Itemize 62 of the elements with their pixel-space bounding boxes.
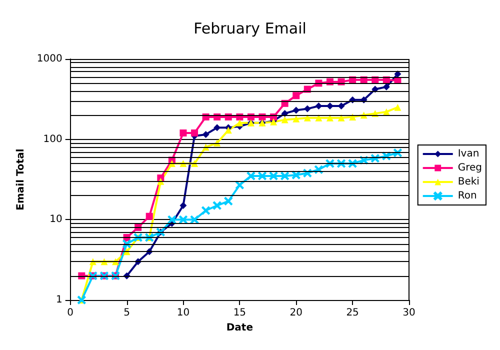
point (191, 129, 198, 136)
legend-label: Greg (458, 162, 482, 174)
point (292, 170, 300, 180)
point (214, 124, 221, 132)
y-tick-label: 1000 (36, 54, 62, 64)
point (202, 130, 210, 138)
point (281, 116, 288, 124)
point (382, 83, 390, 90)
legend-label: Beki (458, 176, 480, 188)
point (202, 206, 210, 215)
x-tick-label: 10 (176, 308, 190, 318)
y-tick-label: 10 (50, 214, 62, 226)
point (122, 240, 131, 248)
point (304, 114, 311, 122)
point (338, 114, 345, 122)
point (394, 70, 402, 78)
y-tick-label: 1 (56, 294, 62, 306)
point (382, 108, 390, 116)
y-tick-label: 100 (43, 134, 62, 145)
point (236, 119, 244, 126)
x-tick-label: 15 (233, 308, 246, 318)
point (246, 172, 256, 180)
point (304, 105, 311, 112)
point (236, 180, 244, 190)
legend-label: Ron (458, 190, 477, 202)
point (190, 216, 199, 224)
point (326, 159, 334, 168)
point (315, 102, 322, 110)
point (394, 148, 402, 157)
point (292, 106, 300, 114)
point (179, 216, 188, 224)
point (280, 172, 289, 180)
point (146, 212, 153, 220)
point (224, 126, 232, 134)
point (213, 201, 222, 210)
point (157, 178, 164, 185)
x-tick-label: 30 (402, 308, 416, 318)
point (338, 102, 345, 110)
x-tick-label: 0 (67, 308, 74, 318)
point (258, 172, 266, 180)
point (292, 115, 300, 122)
point (349, 113, 356, 120)
point (315, 114, 322, 122)
point (168, 216, 176, 224)
point (326, 114, 334, 122)
y-axis-title: Email Total (16, 148, 26, 210)
point (371, 154, 380, 162)
x-tick-label: 20 (290, 308, 302, 318)
point (303, 168, 312, 178)
x-axis-title: Date (226, 322, 254, 334)
point (292, 92, 300, 100)
point (180, 129, 187, 136)
point (269, 172, 278, 180)
x-tick-label: 5 (124, 308, 130, 318)
chart-title: February Email (194, 20, 306, 38)
point (180, 202, 187, 210)
legend-label: Ivan (458, 148, 480, 160)
point (348, 159, 357, 168)
point (394, 104, 402, 111)
point (224, 197, 232, 206)
point (372, 86, 379, 93)
x-tick-label: 25 (346, 308, 359, 318)
